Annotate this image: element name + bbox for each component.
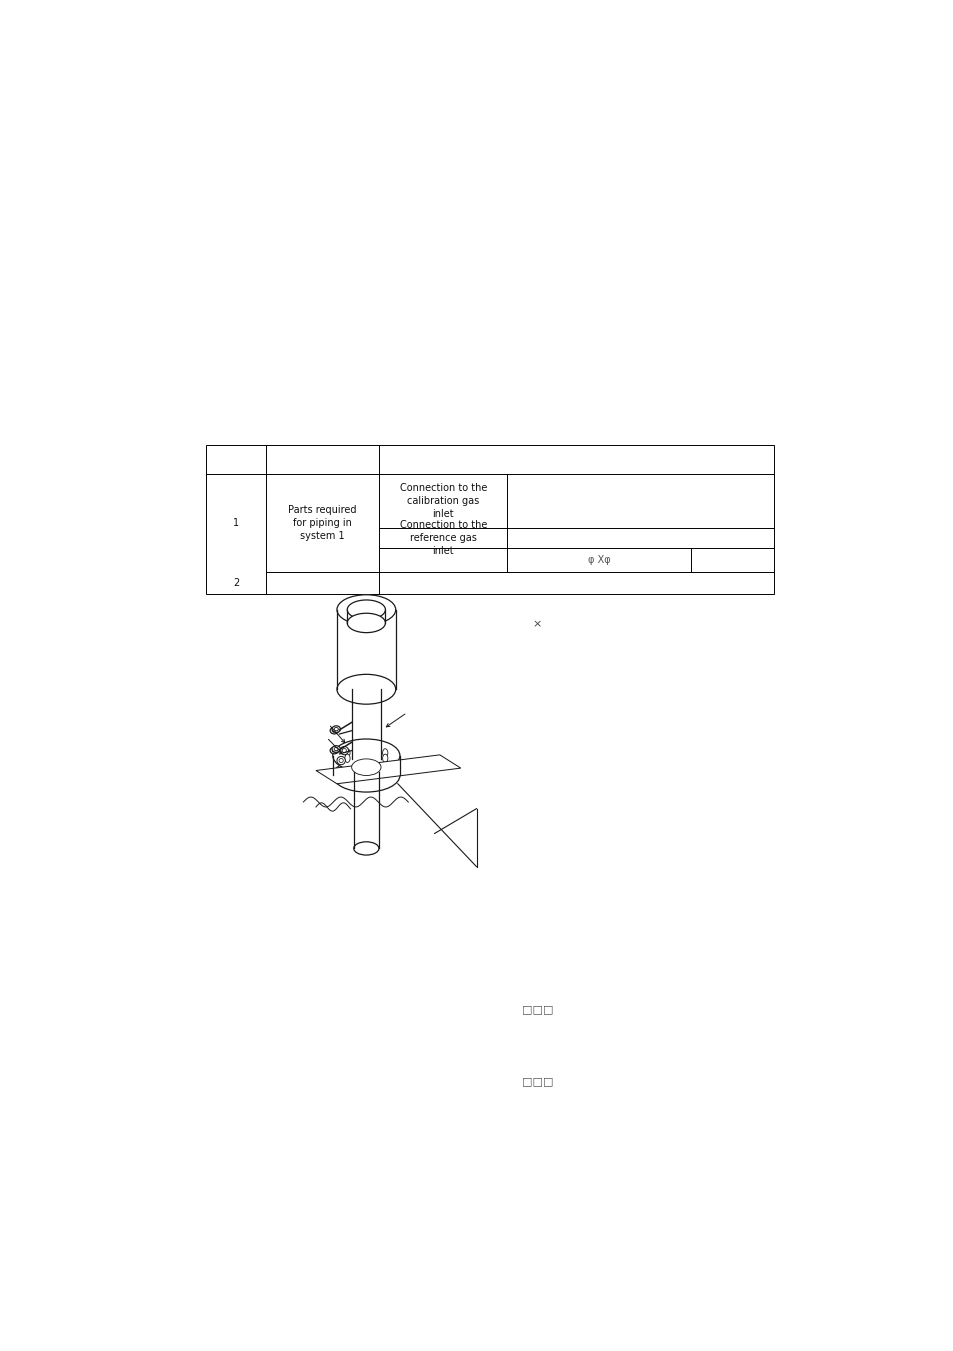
- Ellipse shape: [333, 759, 399, 792]
- Bar: [206, 444, 773, 594]
- Ellipse shape: [332, 725, 340, 732]
- Ellipse shape: [336, 594, 395, 624]
- Ellipse shape: [354, 766, 378, 778]
- Ellipse shape: [352, 759, 380, 775]
- Ellipse shape: [336, 674, 395, 704]
- Circle shape: [344, 748, 350, 757]
- Ellipse shape: [332, 730, 336, 732]
- Ellipse shape: [347, 600, 385, 619]
- Text: □□□: □□□: [521, 1004, 553, 1013]
- Text: Connection to the
calibration gas
inlet: Connection to the calibration gas inlet: [399, 482, 486, 519]
- Ellipse shape: [338, 758, 343, 762]
- Text: ×: ×: [532, 619, 541, 630]
- Ellipse shape: [352, 682, 380, 697]
- Ellipse shape: [334, 747, 338, 751]
- Circle shape: [382, 754, 388, 762]
- Ellipse shape: [332, 748, 336, 753]
- Ellipse shape: [342, 748, 346, 753]
- Polygon shape: [315, 755, 460, 784]
- Text: □□□: □□□: [521, 1077, 553, 1086]
- Text: 2: 2: [233, 578, 239, 588]
- Ellipse shape: [339, 747, 348, 755]
- Text: Connection to the
reference gas
inlet: Connection to the reference gas inlet: [399, 520, 486, 557]
- Ellipse shape: [347, 613, 385, 632]
- Ellipse shape: [354, 842, 378, 855]
- Ellipse shape: [333, 739, 399, 773]
- Ellipse shape: [334, 727, 338, 731]
- Ellipse shape: [336, 757, 345, 765]
- Circle shape: [382, 748, 388, 757]
- Ellipse shape: [330, 747, 338, 754]
- Text: 1: 1: [233, 519, 239, 528]
- Circle shape: [344, 754, 350, 762]
- Ellipse shape: [332, 746, 340, 753]
- Ellipse shape: [330, 727, 338, 734]
- Text: Parts required
for piping in
system 1: Parts required for piping in system 1: [288, 505, 356, 542]
- Text: φ Xφ: φ Xφ: [587, 555, 610, 565]
